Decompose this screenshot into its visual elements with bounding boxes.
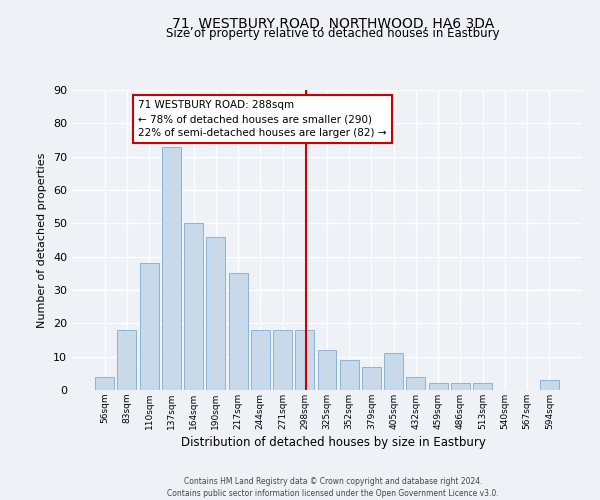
Text: 71, WESTBURY ROAD, NORTHWOOD, HA6 3DA: 71, WESTBURY ROAD, NORTHWOOD, HA6 3DA bbox=[172, 18, 494, 32]
Text: Contains HM Land Registry data © Crown copyright and database right 2024.
Contai: Contains HM Land Registry data © Crown c… bbox=[167, 476, 499, 498]
Text: 71 WESTBURY ROAD: 288sqm
← 78% of detached houses are smaller (290)
22% of semi-: 71 WESTBURY ROAD: 288sqm ← 78% of detach… bbox=[138, 100, 386, 138]
Bar bbox=[340, 360, 359, 390]
Bar bbox=[229, 274, 248, 390]
Bar bbox=[295, 330, 314, 390]
Bar bbox=[184, 224, 203, 390]
Text: Distribution of detached houses by size in Eastbury: Distribution of detached houses by size … bbox=[181, 436, 485, 449]
Bar bbox=[384, 354, 403, 390]
Bar bbox=[140, 264, 158, 390]
Bar bbox=[95, 376, 114, 390]
Bar bbox=[206, 236, 225, 390]
Bar bbox=[162, 146, 181, 390]
Bar bbox=[451, 384, 470, 390]
Bar bbox=[273, 330, 292, 390]
Bar bbox=[251, 330, 270, 390]
Y-axis label: Number of detached properties: Number of detached properties bbox=[37, 152, 47, 328]
Bar bbox=[362, 366, 381, 390]
Bar bbox=[540, 380, 559, 390]
Bar bbox=[406, 376, 425, 390]
Bar bbox=[118, 330, 136, 390]
Bar bbox=[429, 384, 448, 390]
Bar bbox=[473, 384, 492, 390]
Text: Size of property relative to detached houses in Eastbury: Size of property relative to detached ho… bbox=[166, 28, 500, 40]
Bar bbox=[317, 350, 337, 390]
